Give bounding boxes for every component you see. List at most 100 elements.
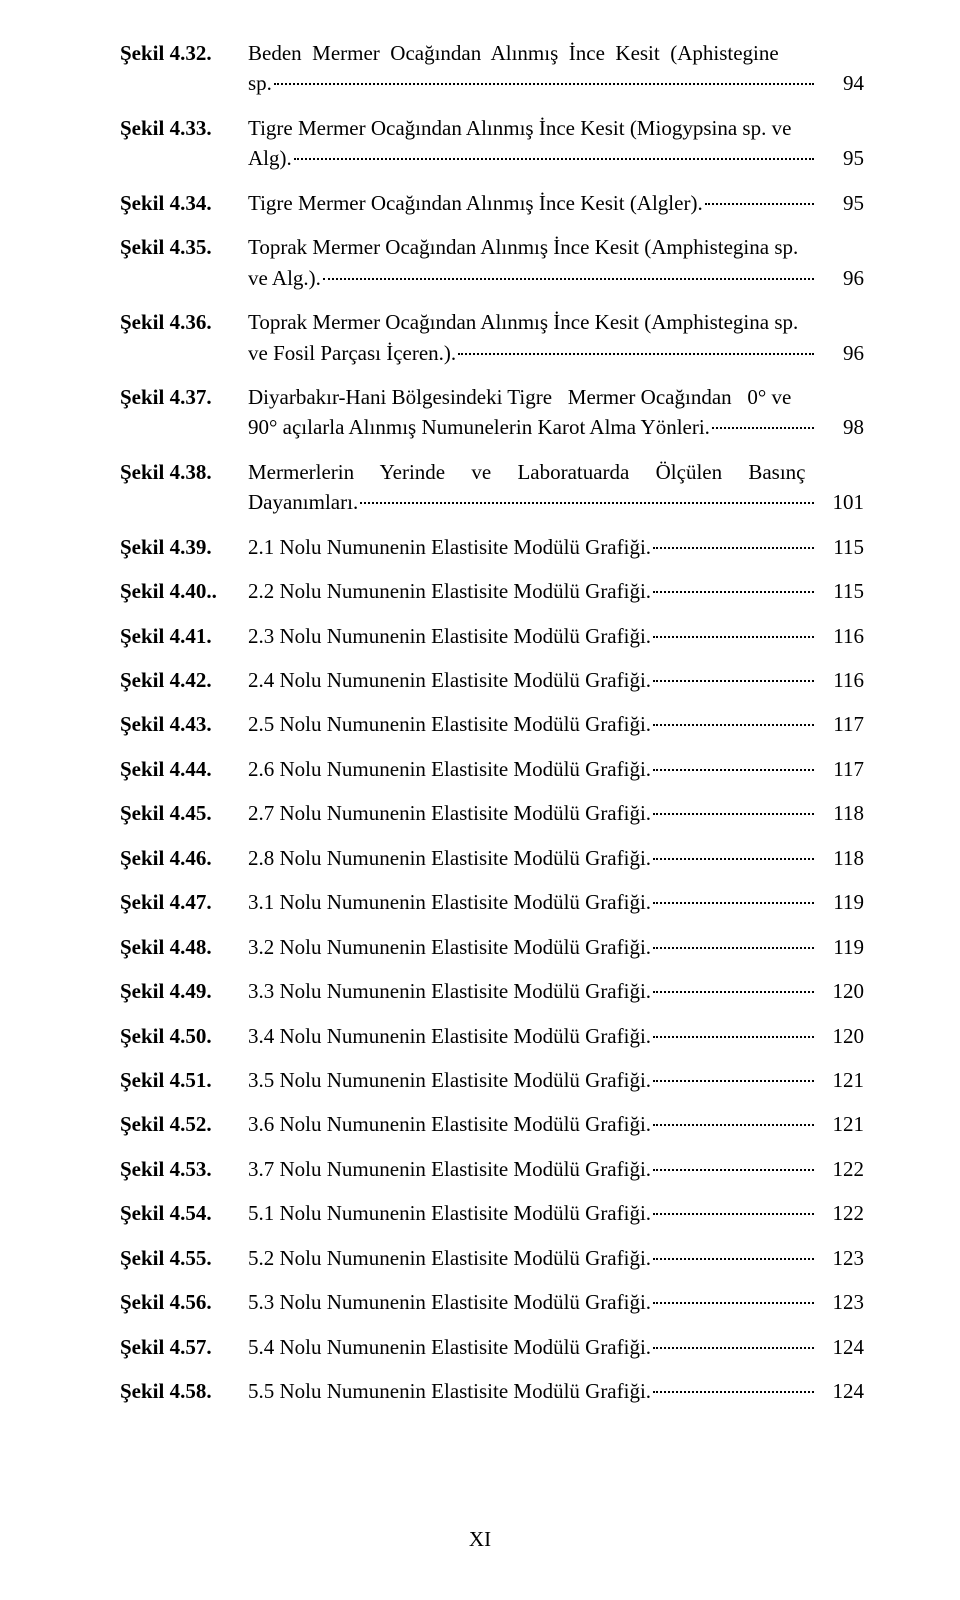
figure-entry: Şekil 4.40..2.2 Nolu Numunenin Elastisit… bbox=[120, 576, 864, 606]
figure-description-text: 2.3 Nolu Numunenin Elastisite Modülü Gra… bbox=[248, 621, 651, 651]
figure-description-lastline: Tigre Mermer Ocağından Alınmış İnce Kesi… bbox=[248, 188, 864, 218]
figure-description-text: 3.4 Nolu Numunenin Elastisite Modülü Gra… bbox=[248, 1021, 651, 1051]
figure-label: Şekil 4.46. bbox=[120, 843, 248, 873]
dot-leader bbox=[653, 1258, 814, 1260]
figure-description-text: 2.4 Nolu Numunenin Elastisite Modülü Gra… bbox=[248, 665, 651, 695]
dot-leader bbox=[653, 724, 814, 726]
figure-description: 3.2 Nolu Numunenin Elastisite Modülü Gra… bbox=[248, 932, 864, 962]
figure-description-text: 2.8 Nolu Numunenin Elastisite Modülü Gra… bbox=[248, 843, 651, 873]
figure-page-number: 118 bbox=[816, 798, 864, 828]
figure-description: 3.3 Nolu Numunenin Elastisite Modülü Gra… bbox=[248, 976, 864, 1006]
figure-page-number: 121 bbox=[816, 1109, 864, 1139]
figure-description: 3.1 Nolu Numunenin Elastisite Modülü Gra… bbox=[248, 887, 864, 917]
figure-entry: Şekil 4.50.3.4 Nolu Numunenin Elastisite… bbox=[120, 1021, 864, 1051]
figure-page-number: 96 bbox=[816, 263, 864, 293]
figure-description: 3.5 Nolu Numunenin Elastisite Modülü Gra… bbox=[248, 1065, 864, 1095]
figure-label: Şekil 4.52. bbox=[120, 1109, 248, 1139]
figure-entry: Şekil 4.34.Tigre Mermer Ocağından Alınmı… bbox=[120, 188, 864, 218]
figure-entry: Şekil 4.48.3.2 Nolu Numunenin Elastisite… bbox=[120, 932, 864, 962]
figure-label: Şekil 4.54. bbox=[120, 1198, 248, 1228]
dot-leader bbox=[653, 1302, 814, 1304]
figure-description-lastline: 2.5 Nolu Numunenin Elastisite Modülü Gra… bbox=[248, 709, 864, 739]
figure-description-line: Toprak Mermer Ocağından Alınmış İnce Kes… bbox=[248, 307, 864, 337]
figure-label: Şekil 4.33. bbox=[120, 113, 248, 143]
dot-leader bbox=[458, 353, 814, 355]
dot-leader bbox=[712, 427, 814, 429]
figure-description-text: Alg). bbox=[248, 143, 292, 173]
figure-description-lastline: 2.7 Nolu Numunenin Elastisite Modülü Gra… bbox=[248, 798, 864, 828]
figure-page-number: 121 bbox=[816, 1065, 864, 1095]
figure-label: Şekil 4.50. bbox=[120, 1021, 248, 1051]
figure-label: Şekil 4.35. bbox=[120, 232, 248, 262]
dot-leader bbox=[294, 158, 814, 160]
dot-leader bbox=[653, 902, 814, 904]
figure-label: Şekil 4.55. bbox=[120, 1243, 248, 1273]
figure-description-text: Beden Mermer Ocağından Alınmış İnce Kesi… bbox=[248, 38, 779, 68]
figure-label: Şekil 4.43. bbox=[120, 709, 248, 739]
figure-description-lastline: Alg). 95 bbox=[248, 143, 864, 173]
figure-description-text: ve Alg.). bbox=[248, 263, 321, 293]
figure-label: Şekil 4.57. bbox=[120, 1332, 248, 1362]
figure-description: 3.7 Nolu Numunenin Elastisite Modülü Gra… bbox=[248, 1154, 864, 1184]
figure-label: Şekil 4.49. bbox=[120, 976, 248, 1006]
figure-description: 5.4 Nolu Numunenin Elastisite Modülü Gra… bbox=[248, 1332, 864, 1362]
figure-description-text: sp. bbox=[248, 68, 272, 98]
figure-description: 3.6 Nolu Numunenin Elastisite Modülü Gra… bbox=[248, 1109, 864, 1139]
figure-label: Şekil 4.47. bbox=[120, 887, 248, 917]
figure-description-text: 3.2 Nolu Numunenin Elastisite Modülü Gra… bbox=[248, 932, 651, 962]
figure-description-lastline: 3.1 Nolu Numunenin Elastisite Modülü Gra… bbox=[248, 887, 864, 917]
figure-page-number: 95 bbox=[816, 143, 864, 173]
figure-description-text: Tigre Mermer Ocağından Alınmış İnce Kesi… bbox=[248, 188, 703, 218]
figure-entry: Şekil 4.39.2.1 Nolu Numunenin Elastisite… bbox=[120, 532, 864, 562]
figure-description: 2.6 Nolu Numunenin Elastisite Modülü Gra… bbox=[248, 754, 864, 784]
figure-description-text: 2.5 Nolu Numunenin Elastisite Modülü Gra… bbox=[248, 709, 651, 739]
figure-page-number: 116 bbox=[816, 621, 864, 651]
figure-entry: Şekil 4.44.2.6 Nolu Numunenin Elastisite… bbox=[120, 754, 864, 784]
figure-description-lastline: 2.8 Nolu Numunenin Elastisite Modülü Gra… bbox=[248, 843, 864, 873]
figure-label: Şekil 4.44. bbox=[120, 754, 248, 784]
dot-leader bbox=[360, 502, 814, 504]
figure-page-number: 96 bbox=[816, 338, 864, 368]
figure-description-lastline: 3.4 Nolu Numunenin Elastisite Modülü Gra… bbox=[248, 1021, 864, 1051]
figure-label: Şekil 4.34. bbox=[120, 188, 248, 218]
figure-entry: Şekil 4.43.2.5 Nolu Numunenin Elastisite… bbox=[120, 709, 864, 739]
figure-description-lastline: 5.3 Nolu Numunenin Elastisite Modülü Gra… bbox=[248, 1287, 864, 1317]
figure-description-lastline: 2.1 Nolu Numunenin Elastisite Modülü Gra… bbox=[248, 532, 864, 562]
figure-entry: Şekil 4.45.2.7 Nolu Numunenin Elastisite… bbox=[120, 798, 864, 828]
figure-entry: Şekil 4.47.3.1 Nolu Numunenin Elastisite… bbox=[120, 887, 864, 917]
dot-leader bbox=[653, 1124, 814, 1126]
figure-entry: Şekil 4.32.Beden Mermer Ocağından Alınmı… bbox=[120, 38, 864, 99]
figure-page-number: 119 bbox=[816, 932, 864, 962]
figure-page-number: 116 bbox=[816, 665, 864, 695]
figure-label: Şekil 4.41. bbox=[120, 621, 248, 651]
figure-label: Şekil 4.45. bbox=[120, 798, 248, 828]
dot-leader bbox=[653, 680, 814, 682]
figure-description-text: 5.2 Nolu Numunenin Elastisite Modülü Gra… bbox=[248, 1243, 651, 1273]
dot-leader bbox=[705, 203, 814, 205]
figure-page-number: 115 bbox=[816, 576, 864, 606]
figure-description-lastline: sp.94 bbox=[248, 68, 864, 98]
figure-description-lastline: 5.5 Nolu Numunenin Elastisite Modülü Gra… bbox=[248, 1376, 864, 1406]
figure-page-number: 120 bbox=[816, 976, 864, 1006]
figure-description-text: Tigre Mermer Ocağından Alınmış İnce Kesi… bbox=[248, 113, 791, 143]
figure-description-lastline: 3.3 Nolu Numunenin Elastisite Modülü Gra… bbox=[248, 976, 864, 1006]
figure-label: Şekil 4.53. bbox=[120, 1154, 248, 1184]
figure-list: Şekil 4.32.Beden Mermer Ocağından Alınmı… bbox=[120, 38, 864, 1406]
figure-description-text: 5.4 Nolu Numunenin Elastisite Modülü Gra… bbox=[248, 1332, 651, 1362]
dot-leader bbox=[323, 278, 814, 280]
figure-page-number: 101 bbox=[816, 487, 864, 517]
figure-entry: Şekil 4.49.3.3 Nolu Numunenin Elastisite… bbox=[120, 976, 864, 1006]
dot-leader bbox=[653, 858, 814, 860]
figure-description: Diyarbakır-Hani Bölgesindeki Tigre Merme… bbox=[248, 382, 864, 443]
figure-page-number: 117 bbox=[816, 709, 864, 739]
figure-description-text: 90° açılarla Alınmış Numunelerin Karot A… bbox=[248, 412, 710, 442]
figure-description: 5.2 Nolu Numunenin Elastisite Modülü Gra… bbox=[248, 1243, 864, 1273]
dot-leader bbox=[653, 1213, 814, 1215]
figure-description: 2.3 Nolu Numunenin Elastisite Modülü Gra… bbox=[248, 621, 864, 651]
figure-description-lastline: 2.2 Nolu Numunenin Elastisite Modülü Gra… bbox=[248, 576, 864, 606]
figure-entry: Şekil 4.56.5.3 Nolu Numunenin Elastisite… bbox=[120, 1287, 864, 1317]
figure-description-text: 5.3 Nolu Numunenin Elastisite Modülü Gra… bbox=[248, 1287, 651, 1317]
page: Şekil 4.32.Beden Mermer Ocağından Alınmı… bbox=[0, 0, 960, 1600]
figure-description-text: Dayanımları. bbox=[248, 487, 358, 517]
figure-description: 2.8 Nolu Numunenin Elastisite Modülü Gra… bbox=[248, 843, 864, 873]
